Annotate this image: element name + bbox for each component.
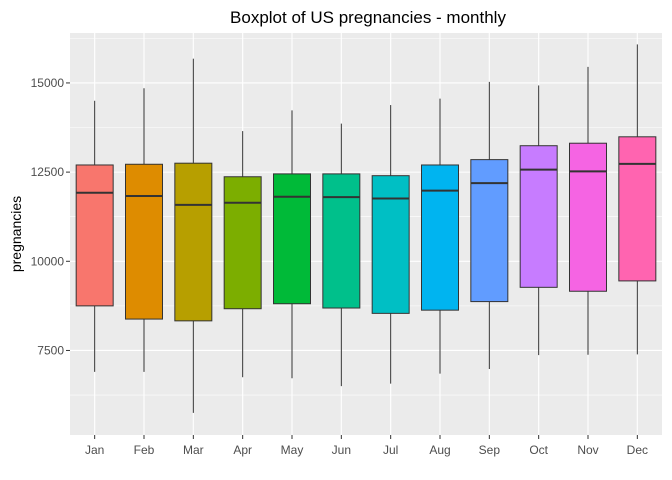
box-may xyxy=(273,110,311,379)
box-jun xyxy=(322,123,361,387)
box-sep xyxy=(470,81,509,370)
box-jul xyxy=(371,105,410,384)
x-tick-label: Apr xyxy=(233,443,252,457)
box-dec xyxy=(618,44,657,355)
box-aug xyxy=(421,98,459,374)
box-iqr xyxy=(273,173,311,305)
x-tick-label: Dec xyxy=(627,443,648,457)
box-iqr xyxy=(569,142,607,292)
box-iqr xyxy=(421,164,459,311)
x-tick-label: Sep xyxy=(479,443,501,457)
box-nov xyxy=(569,66,607,355)
y-tick-label: 7500 xyxy=(37,343,64,357)
box-iqr xyxy=(125,163,163,320)
x-tick-label: Oct xyxy=(529,443,548,457)
box-mar xyxy=(174,58,213,413)
x-tick-label: Jan xyxy=(85,443,104,457)
y-axis-title: pregnancies xyxy=(8,196,24,272)
box-iqr xyxy=(223,176,262,310)
plot-panel xyxy=(70,33,662,435)
box-iqr xyxy=(470,159,509,303)
box-feb xyxy=(125,88,163,372)
x-tick-label: Jun xyxy=(332,443,351,457)
box-oct xyxy=(519,85,558,356)
x-tick-label: Jul xyxy=(383,443,398,457)
x-tick-label: Feb xyxy=(134,443,155,457)
chart-title: Boxplot of US pregnancies - monthly xyxy=(230,8,506,27)
y-tick-label: 12500 xyxy=(31,165,65,179)
x-tick-label: May xyxy=(281,443,304,457)
y-tick-label: 10000 xyxy=(31,254,65,268)
box-iqr xyxy=(174,162,213,322)
box-iqr xyxy=(519,145,558,288)
box-iqr xyxy=(371,175,410,314)
x-tick-label: Aug xyxy=(429,443,450,457)
x-tick-label: Nov xyxy=(577,443,598,457)
y-tick-label: 15000 xyxy=(31,76,65,90)
box-iqr xyxy=(322,173,361,309)
x-tick-label: Mar xyxy=(183,443,204,457)
boxes xyxy=(75,44,657,413)
y-axis: 7500 10000 12500 15000 xyxy=(31,76,70,357)
x-axis: Jan Feb Mar Apr May Jun Jul Aug Sep Oct Nov Dec xyxy=(85,435,648,457)
box-apr xyxy=(223,131,262,378)
box-iqr xyxy=(618,136,657,282)
box-jan xyxy=(75,100,114,372)
box-iqr xyxy=(75,164,114,307)
